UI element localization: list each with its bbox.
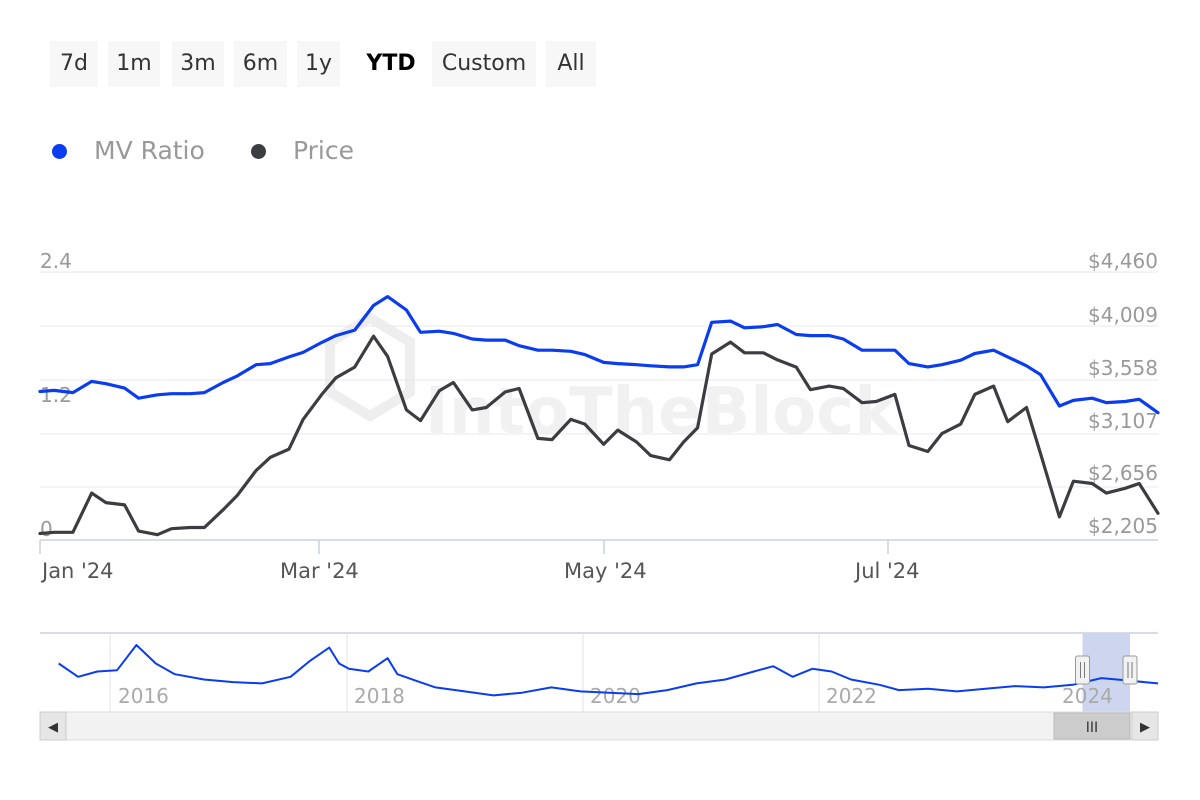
y-right-tick-label: $4,009 [1088,303,1158,327]
series-line-price[interactable] [38,334,1160,537]
scroll-right-button[interactable] [1131,711,1159,741]
scrollbar[interactable]: ◀ ▶ III [39,711,1159,741]
y-axis-left: 2.4 1.2 0 [40,249,72,541]
y-left-tick-label: 2.4 [40,249,72,273]
navigator-handle-left[interactable] [1075,655,1091,685]
y-right-tick-label: $2,656 [1088,461,1158,485]
series-lines [38,295,1160,537]
navigator-year-label: 2020 [590,684,641,708]
range-button-1y[interactable]: 1y [297,41,340,87]
legend-item-mv-ratio[interactable]: MV Ratio [52,134,232,168]
navigator-selection[interactable] [1082,633,1130,712]
scroll-left-button[interactable] [39,711,67,741]
navigator: 2016 2018 2020 2022 2024 [40,632,1159,712]
range-button-custom[interactable]: Custom [432,41,536,87]
navigator-year-label: 2024 [1062,684,1113,708]
x-axis: Jan '24 Mar '24 May '24 Jul '24 [39,540,920,583]
legend-item-price[interactable]: Price [251,134,371,168]
navigator-year-label: 2018 [354,684,405,708]
navigator-series-line [58,644,1159,697]
scrollbar-grip-icon: III [1086,720,1098,736]
y-left-tick-label: 0 [40,517,53,541]
legend-marker [52,144,67,159]
x-tick-label: Mar '24 [280,559,359,583]
x-tick-label: Jul '24 [853,559,920,583]
scroll-left-arrow-icon: ◀ [48,720,58,735]
watermark-logo-icon [325,312,415,422]
y-right-tick-label: $2,205 [1088,514,1158,538]
x-tick-label: Jan '24 [40,559,114,583]
legend-marker [251,144,266,159]
watermark: IntoTheBlock [325,312,898,449]
range-button-ytd[interactable]: YTD [360,41,422,87]
gridlines [40,271,1158,541]
range-button-6m[interactable]: 6m [234,41,287,87]
range-button-all[interactable]: All [546,41,596,87]
y-right-tick-label: $4,460 [1088,249,1158,273]
range-button-3m[interactable]: 3m [172,41,224,87]
scrollbar-track [39,711,1159,741]
series-line-mv-ratio[interactable] [38,295,1160,415]
scroll-right-arrow-icon: ▶ [1140,720,1150,735]
range-button-1m[interactable]: 1m [108,41,160,87]
navigator-handle-right[interactable] [1122,655,1138,685]
legend-label: Price [293,136,354,165]
y-right-tick-label: $3,558 [1088,356,1158,380]
y-left-tick-label: 1.2 [40,383,72,407]
range-button-7d[interactable]: 7d [50,41,98,87]
y-axis-right: $4,460 $4,009 $3,558 $3,107 $2,656 $2,205 [1088,249,1158,538]
legend-label: MV Ratio [94,136,205,165]
navigator-year-label: 2022 [826,684,877,708]
navigator-year-label: 2016 [118,684,169,708]
x-tick-label: May '24 [564,559,647,583]
scrollbar-thumb[interactable] [1053,712,1131,740]
y-right-tick-label: $3,107 [1088,409,1158,433]
